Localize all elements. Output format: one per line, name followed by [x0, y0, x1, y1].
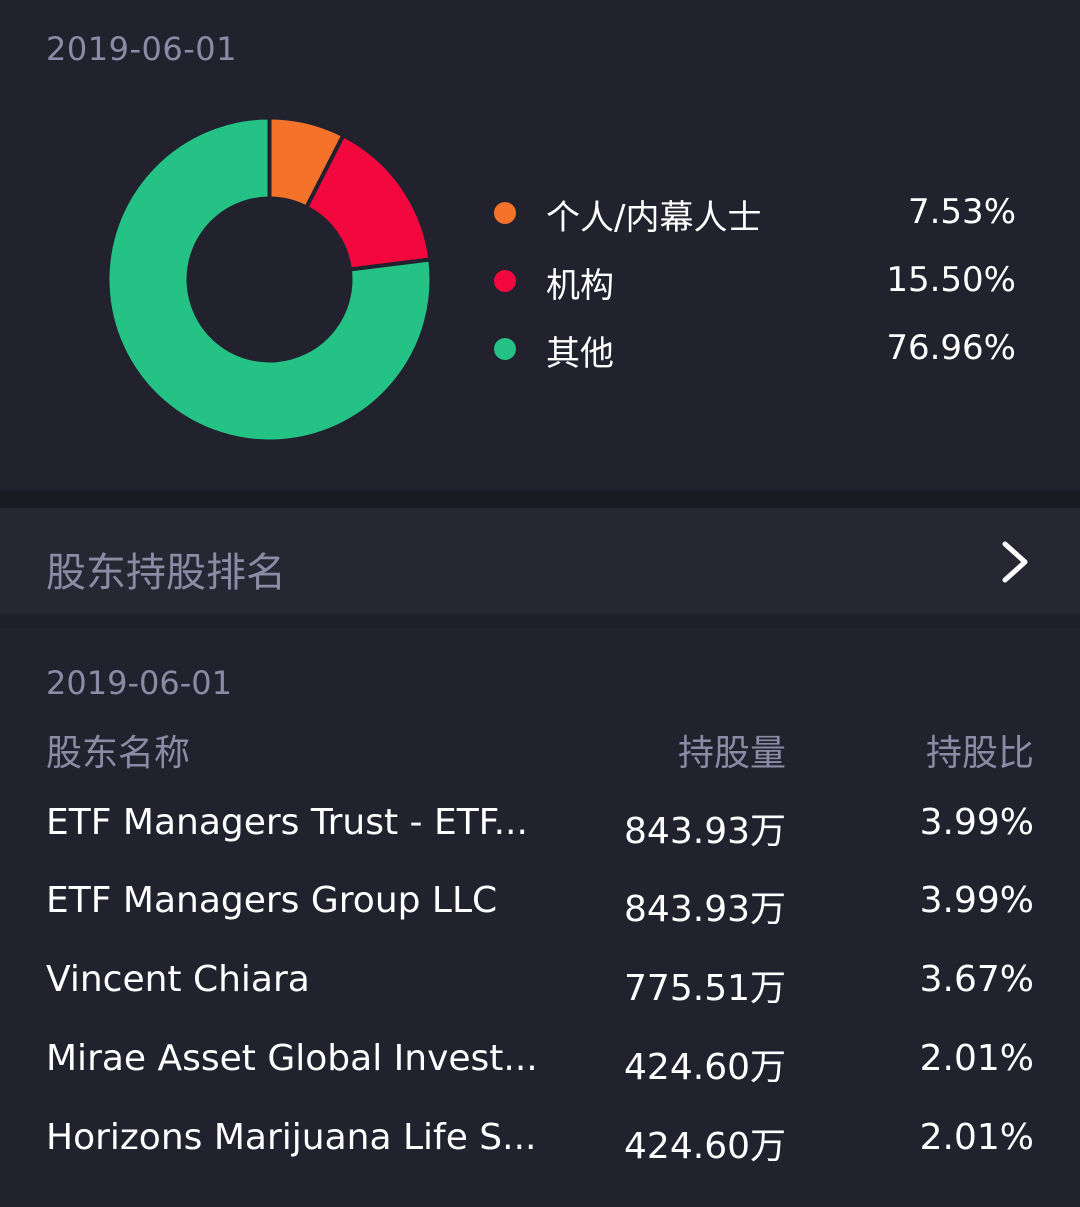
holder-name: ETF Managers Trust - ETF... [46, 802, 528, 843]
table-row[interactable]: ETF Managers Trust - ETF... 843.93万 3.99… [0, 802, 1080, 880]
holder-shares: 424.60万 [624, 1047, 786, 1088]
legend-value: 76.96% [886, 328, 1016, 368]
chart-legend: 个人/内幕人士 7.53% 机构 15.50% 其他 76.96% [494, 190, 1024, 394]
legend-dot-institution [494, 270, 516, 292]
section-divider [0, 490, 1080, 508]
holder-name: Horizons Marijuana Life S... [46, 1117, 537, 1158]
holder-name: Mirae Asset Global Invest... [46, 1038, 538, 1079]
holder-shares: 775.51万 [624, 968, 786, 1009]
section-divider [0, 614, 1080, 628]
holder-ratio: 3.67% [919, 959, 1034, 1000]
legend-item-institution: 机构 15.50% [494, 258, 1024, 326]
column-header-ratio: 持股比 [925, 733, 1034, 774]
legend-label: 其他 [546, 334, 614, 374]
legend-dot-other [494, 338, 516, 360]
holder-name: Vincent Chiara [46, 959, 310, 1000]
donut-svg [107, 117, 432, 442]
legend-label: 机构 [546, 266, 614, 306]
column-header-name: 股东名称 [46, 733, 191, 774]
legend-value: 7.53% [907, 192, 1016, 232]
table-row[interactable]: Mirae Asset Global Invest... 424.60万 2.0… [0, 1038, 1080, 1116]
holder-ratio: 2.01% [919, 1038, 1034, 1079]
chevron-right-icon[interactable] [996, 536, 1036, 588]
legend-dot-individual [494, 202, 516, 224]
holder-ratio: 2.01% [919, 1117, 1034, 1158]
holder-ratio: 3.99% [919, 802, 1034, 843]
table-row[interactable]: Horizons Marijuana Life S... 424.60万 2.0… [0, 1117, 1080, 1195]
holder-shares: 424.60万 [624, 1126, 786, 1167]
distribution-date: 2019-06-01 [46, 30, 237, 68]
column-header-shares: 持股量 [677, 733, 786, 774]
table-row[interactable]: ETF Managers Group LLC 843.93万 3.99% [0, 880, 1080, 958]
legend-label: 个人/内幕人士 [546, 198, 762, 238]
holder-donut-chart [107, 117, 432, 442]
table-row[interactable]: Vincent Chiara 775.51万 3.67% [0, 959, 1080, 1037]
holder-ratio: 3.99% [919, 880, 1034, 921]
ranking-header-row[interactable]: 股东持股排名 [0, 508, 1080, 614]
legend-value: 15.50% [886, 260, 1016, 300]
holder-distribution-card: 2019-06-01 个人/内幕人士 7.53% 机构 15.50% 其他 76… [0, 0, 1080, 490]
legend-item-other: 其他 76.96% [494, 326, 1024, 394]
legend-item-individual: 个人/内幕人士 7.53% [494, 190, 1024, 258]
holder-shares: 843.93万 [624, 889, 786, 930]
holder-name: ETF Managers Group LLC [46, 880, 498, 921]
donut-slice-2 [107, 117, 432, 442]
table-date: 2019-06-01 [46, 664, 232, 702]
ranking-title: 股东持股排名 [46, 550, 286, 596]
holder-shares: 843.93万 [624, 811, 786, 852]
